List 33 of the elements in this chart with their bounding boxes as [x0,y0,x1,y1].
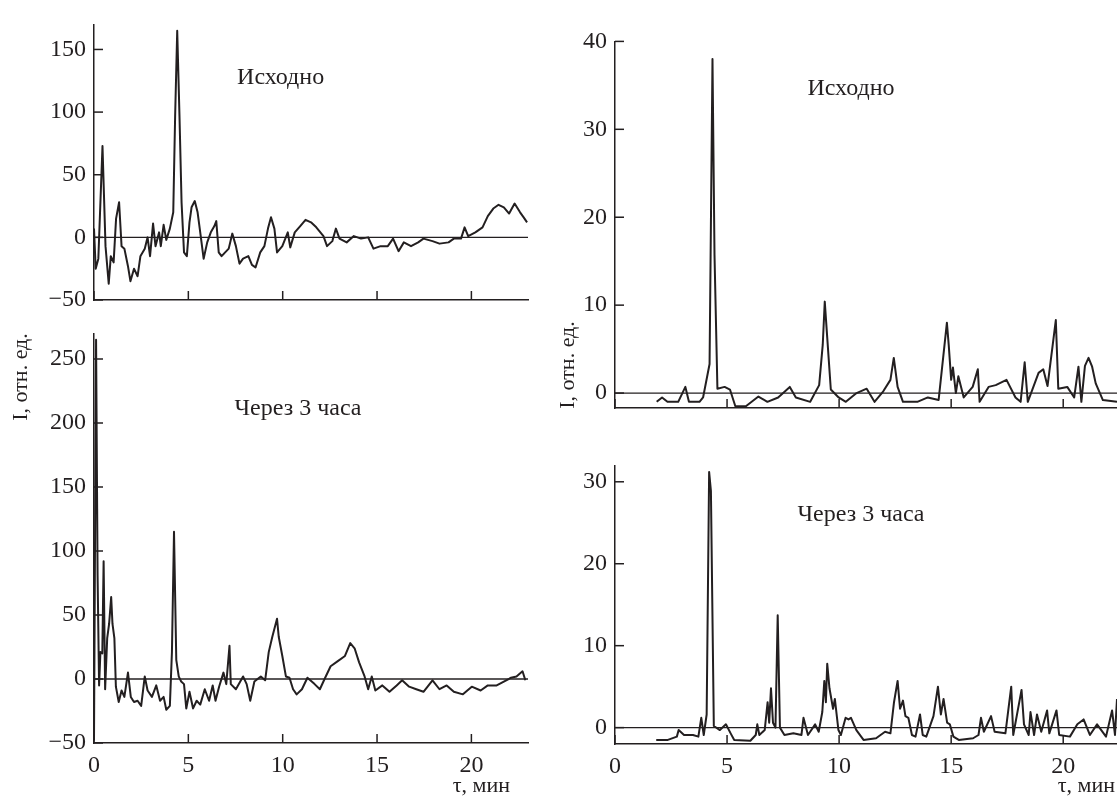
y-tick-label: 20 [583,549,607,576]
y-tick-label: −50 [48,285,86,312]
y-tick-label: 30 [583,467,607,494]
y-tick-label: 10 [583,290,607,317]
y-tick-label: 250 [50,344,86,371]
x-tick-label: 10 [827,751,852,778]
y-tick-label: −50 [48,728,86,755]
annotation: Через 3 часа [797,499,925,526]
y-tick-label: 100 [50,97,86,124]
x-tick-label: 10 [270,750,295,777]
y-tick-label: 10 [583,630,607,657]
x-tick-label: 5 [721,751,734,778]
y-tick-label: 50 [62,600,86,627]
y-axis-title: I, отн. ед. [7,333,33,421]
annotation: Исходно [807,73,895,100]
y-tick-label: 30 [583,114,607,141]
y-tick-label: 40 [583,26,607,53]
y-axis-title: I, отн. ед. [554,321,580,409]
y-tick-label: 0 [74,222,86,249]
y-tick-label: 0 [595,712,607,739]
x-tick-label: 5 [182,750,195,777]
annotation: Исходно [237,62,325,89]
y-tick-label: 150 [50,472,86,499]
annotation: Через 3 часа [234,393,362,420]
y-tick-label: 0 [595,378,607,405]
y-tick-label: 100 [50,536,86,563]
x-tick-label: 15 [939,751,964,778]
y-tick-label: 200 [50,408,86,435]
y-tick-label: 50 [62,160,86,187]
y-tick-label: 0 [74,664,86,691]
y-tick-label: 20 [583,202,607,229]
y-tick-label: 150 [50,34,86,61]
x-tick-label: 15 [365,750,390,777]
